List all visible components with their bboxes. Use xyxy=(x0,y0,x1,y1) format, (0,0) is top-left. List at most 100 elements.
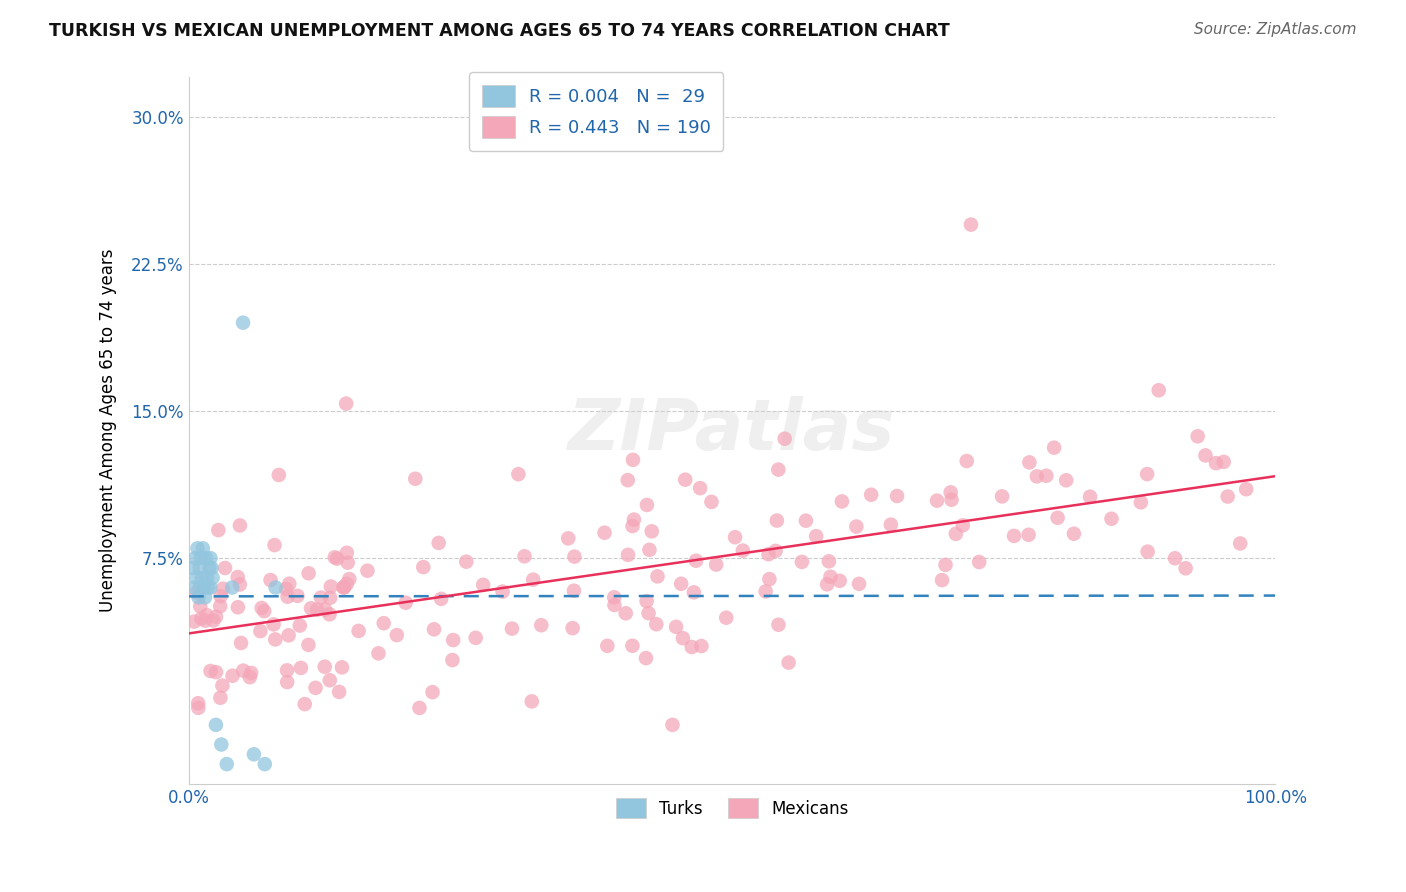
Point xyxy=(239,670,262,684)
Point xyxy=(636,498,658,512)
Point xyxy=(1229,536,1251,550)
Point xyxy=(183,581,205,595)
Point xyxy=(593,525,616,540)
Point xyxy=(336,546,359,560)
Point xyxy=(831,494,853,508)
Point xyxy=(197,581,219,595)
Point xyxy=(1078,490,1101,504)
Point xyxy=(1063,526,1085,541)
Point xyxy=(226,600,249,615)
Point xyxy=(768,617,790,632)
Point xyxy=(215,757,238,772)
Point xyxy=(404,472,426,486)
Point xyxy=(194,614,217,628)
Point xyxy=(205,665,228,680)
Point xyxy=(190,551,212,566)
Point xyxy=(430,591,453,606)
Point xyxy=(704,558,727,572)
Point xyxy=(441,633,464,648)
Point xyxy=(253,757,276,772)
Point xyxy=(277,590,299,604)
Point xyxy=(508,467,530,482)
Point xyxy=(724,530,747,544)
Point xyxy=(1046,510,1069,524)
Point xyxy=(347,624,370,638)
Point xyxy=(794,514,817,528)
Point xyxy=(188,581,211,595)
Point xyxy=(304,681,326,695)
Point xyxy=(952,518,974,533)
Point xyxy=(562,583,585,598)
Point xyxy=(267,467,290,482)
Point xyxy=(464,631,486,645)
Point xyxy=(336,556,359,570)
Point xyxy=(1101,512,1123,526)
Point xyxy=(205,609,228,624)
Point xyxy=(276,664,298,678)
Point xyxy=(314,659,336,673)
Point xyxy=(309,591,332,605)
Point xyxy=(314,603,336,617)
Point xyxy=(1147,384,1170,398)
Point xyxy=(672,631,695,645)
Point xyxy=(967,555,990,569)
Point xyxy=(186,585,208,599)
Point xyxy=(232,664,254,678)
Point xyxy=(758,547,780,561)
Point xyxy=(194,591,217,605)
Point xyxy=(818,554,841,568)
Point xyxy=(200,664,222,678)
Point xyxy=(617,548,640,562)
Point xyxy=(336,577,359,591)
Point xyxy=(623,512,645,526)
Point xyxy=(263,617,285,632)
Point xyxy=(634,651,657,665)
Point xyxy=(200,551,222,566)
Point xyxy=(330,660,353,674)
Point xyxy=(848,577,870,591)
Point xyxy=(621,639,644,653)
Point xyxy=(423,622,446,636)
Point xyxy=(188,561,211,575)
Point xyxy=(207,523,229,537)
Point xyxy=(287,589,309,603)
Point xyxy=(209,690,232,705)
Point xyxy=(441,653,464,667)
Point xyxy=(1136,467,1159,481)
Point xyxy=(209,589,232,603)
Legend: Turks, Mexicans: Turks, Mexicans xyxy=(609,791,855,825)
Point xyxy=(991,489,1014,503)
Point xyxy=(328,685,350,699)
Point xyxy=(491,584,513,599)
Point xyxy=(960,218,983,232)
Point xyxy=(335,396,357,410)
Point xyxy=(1187,429,1209,443)
Point xyxy=(1205,456,1227,470)
Point xyxy=(209,738,232,752)
Point xyxy=(845,519,868,533)
Point xyxy=(294,697,316,711)
Point xyxy=(211,679,233,693)
Point xyxy=(689,481,711,495)
Point xyxy=(319,591,342,605)
Point xyxy=(1129,495,1152,509)
Point xyxy=(1002,529,1025,543)
Point xyxy=(323,550,346,565)
Point xyxy=(939,485,962,500)
Point xyxy=(191,541,214,556)
Point xyxy=(1035,468,1057,483)
Point xyxy=(191,571,214,585)
Point xyxy=(332,580,354,594)
Point xyxy=(804,529,827,543)
Point xyxy=(886,489,908,503)
Point xyxy=(561,621,583,635)
Point xyxy=(184,551,207,566)
Point xyxy=(1174,561,1197,575)
Point xyxy=(367,646,389,660)
Point xyxy=(186,571,208,585)
Point xyxy=(603,591,626,605)
Point xyxy=(603,598,626,612)
Point xyxy=(1018,455,1040,469)
Point xyxy=(299,601,322,615)
Point xyxy=(212,582,235,596)
